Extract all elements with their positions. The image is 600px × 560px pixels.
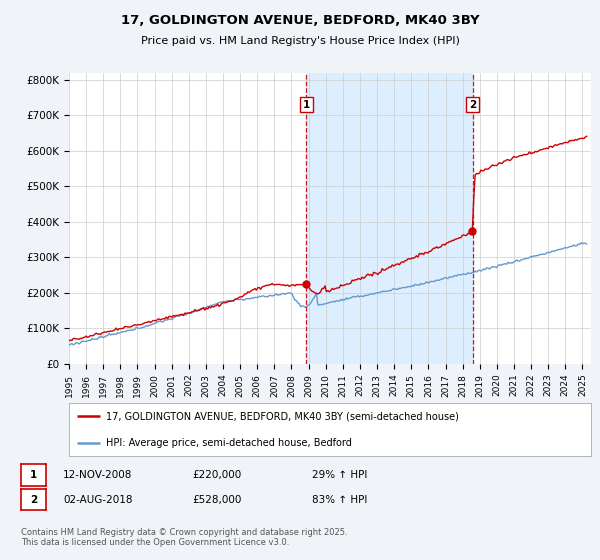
- Text: 83% ↑ HPI: 83% ↑ HPI: [312, 494, 367, 505]
- Text: 17, GOLDINGTON AVENUE, BEDFORD, MK40 3BY: 17, GOLDINGTON AVENUE, BEDFORD, MK40 3BY: [121, 14, 479, 27]
- Text: 29% ↑ HPI: 29% ↑ HPI: [312, 470, 367, 480]
- Text: 02-AUG-2018: 02-AUG-2018: [63, 494, 133, 505]
- Text: £528,000: £528,000: [192, 494, 241, 505]
- Text: 1: 1: [303, 100, 310, 110]
- Text: HPI: Average price, semi-detached house, Bedford: HPI: Average price, semi-detached house,…: [106, 438, 352, 448]
- Text: 12-NOV-2008: 12-NOV-2008: [63, 470, 133, 480]
- Text: Price paid vs. HM Land Registry's House Price Index (HPI): Price paid vs. HM Land Registry's House …: [140, 36, 460, 46]
- Text: £220,000: £220,000: [192, 470, 241, 480]
- Bar: [307, 73, 473, 364]
- Text: 2: 2: [469, 100, 476, 110]
- Text: 2: 2: [30, 494, 37, 505]
- Text: 17, GOLDINGTON AVENUE, BEDFORD, MK40 3BY (semi-detached house): 17, GOLDINGTON AVENUE, BEDFORD, MK40 3BY…: [106, 412, 458, 422]
- Text: 1: 1: [30, 470, 37, 480]
- Text: Contains HM Land Registry data © Crown copyright and database right 2025.
This d: Contains HM Land Registry data © Crown c…: [21, 528, 347, 547]
